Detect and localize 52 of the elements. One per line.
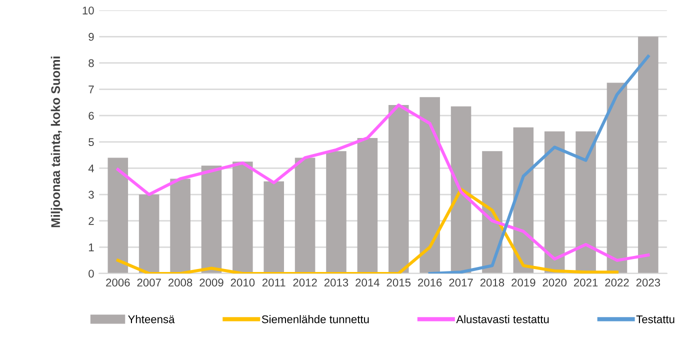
x-tick-label: 2020: [542, 278, 567, 287]
x-tick-label: 2011: [262, 278, 286, 287]
bar: [326, 151, 346, 274]
line-series: [116, 188, 619, 274]
bar: [420, 97, 440, 274]
bar: [294, 158, 316, 274]
x-tick-label: 2015: [386, 278, 411, 287]
x-tick-label: 2018: [480, 278, 504, 287]
y-tick-label: 7: [88, 86, 94, 94]
bar: [232, 162, 253, 274]
x-tick-label: 2008: [168, 278, 192, 287]
x-tick-label: 2019: [512, 278, 536, 287]
legend-label: Alustavasti testattu: [456, 315, 549, 324]
y-axis-title: Miljoonaa tainta, koko Suomi: [50, 56, 63, 228]
bar: [638, 36, 658, 274]
bar: [264, 181, 284, 274]
bar: [201, 166, 222, 274]
bar: [544, 131, 565, 274]
x-tick-label: 2022: [605, 278, 629, 287]
bar: [170, 178, 190, 274]
bar: [388, 105, 409, 274]
line-series: [116, 104, 650, 262]
y-tick-label: 4: [88, 164, 94, 172]
legend-label: Yhteensä: [128, 315, 175, 324]
y-tick-label: 2: [88, 217, 94, 225]
x-tick-label: 2021: [574, 278, 598, 287]
bar: [606, 82, 628, 274]
legend-label: Siemenlähde tunnettu: [262, 315, 369, 324]
bar: [108, 158, 128, 274]
x-tick-label: 2017: [449, 278, 473, 287]
x-tick-label: 2012: [293, 278, 317, 287]
x-tick-label: 2023: [636, 278, 660, 287]
y-tick-label: 0: [88, 270, 94, 278]
bar: [450, 106, 472, 274]
x-tick-label: 2013: [324, 278, 348, 287]
x-tick-label: 2007: [137, 278, 161, 287]
line-series: [428, 54, 650, 274]
y-tick-label: 6: [88, 112, 94, 120]
x-tick-label: 2014: [356, 278, 380, 287]
x-tick-label: 2016: [418, 278, 442, 287]
x-tick-label: 2006: [106, 278, 130, 287]
x-tick-label: 2009: [200, 278, 224, 287]
bar: [138, 194, 160, 274]
x-tick-label: 2010: [230, 278, 255, 287]
y-tick-label: 1: [88, 244, 94, 252]
y-tick-label: 3: [88, 190, 94, 199]
y-tick-label: 5: [88, 138, 94, 146]
y-tick-label: 9: [88, 32, 94, 41]
y-tick-label: 8: [88, 59, 94, 68]
bar: [357, 138, 378, 274]
legend-label: Testattu: [636, 315, 674, 324]
y-tick-label: 10: [82, 6, 94, 14]
